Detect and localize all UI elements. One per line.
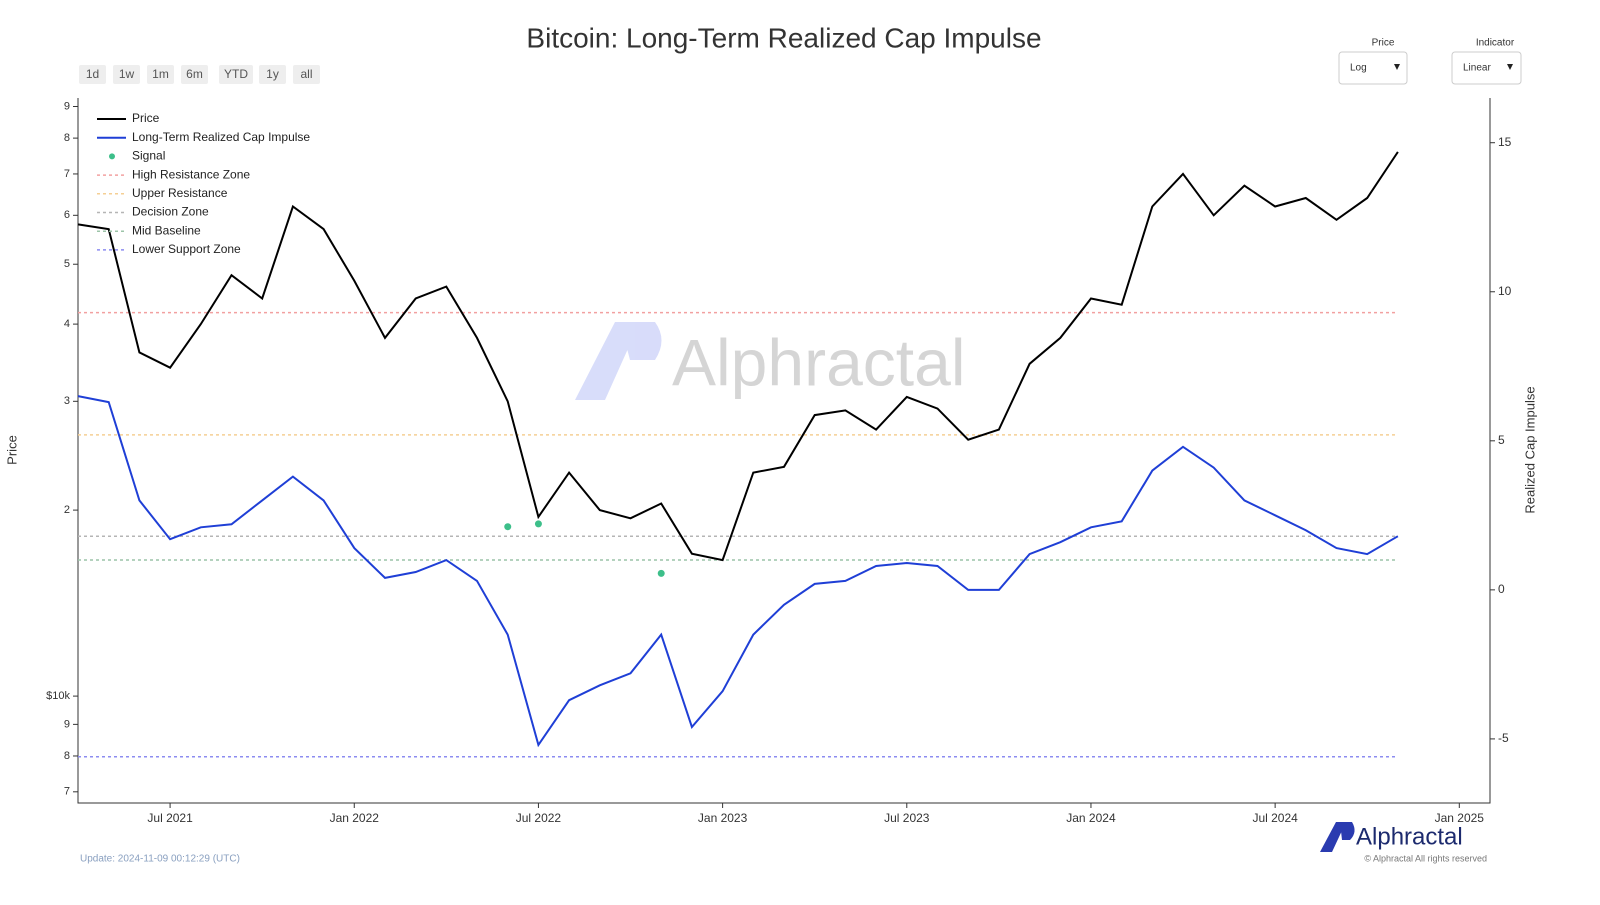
watermark: Alphractal [575,322,966,400]
y2-tick-label: 5 [1498,433,1505,447]
legend-label: Upper Resistance [132,186,228,200]
dropdown-arrow [1394,64,1400,70]
legend-label: Mid Baseline [132,223,201,237]
legend-label: Price [132,111,160,125]
x-tick-label: Jan 2025 [1435,811,1485,825]
range-button-label: 1m [152,67,169,81]
signal-point [657,569,665,577]
x-tick-label: Jul 2023 [884,811,930,825]
x-tick-label: Jul 2022 [516,811,562,825]
range-button-label: all [300,67,312,81]
watermark-text: Alphractal [672,325,966,399]
indicator-scale-label: Indicator [1476,38,1515,49]
signal-point [504,523,512,531]
range-button[interactable] [293,65,320,84]
y2-tick-label: -5 [1498,731,1509,745]
x-tick-label: Jan 2024 [1066,811,1116,825]
legend-label: Decision Zone [132,205,209,219]
x-tick-label: Jul 2021 [147,811,193,825]
dropdown-arrow [1507,64,1513,70]
y-tick-label: 8 [64,132,70,144]
y-axis-label: Price [4,435,19,465]
y-tick-label: 8 [64,750,70,762]
price-scale-select[interactable] [1338,51,1408,85]
range-button[interactable] [113,65,140,84]
range-button-label: 1w [119,67,135,81]
range-button[interactable] [259,65,286,84]
y2-tick-label: 0 [1498,582,1505,596]
chart-title: Bitcoin: Long-Term Realized Cap Impulse [526,22,1041,53]
legend-label: Lower Support Zone [132,242,241,256]
price-scale-label: Price [1372,38,1395,49]
y-tick-label: 5 [64,258,70,270]
update-time: Update: 2024-11-09 00:12:29 (UTC) [80,854,240,865]
y-tick-label: 9 [64,718,70,730]
x-tick-label: Jan 2022 [330,811,380,825]
range-button[interactable] [181,65,208,84]
y-tick-label: 4 [64,318,70,330]
legend-label: Signal [132,149,165,163]
y-tick-label: 9 [64,100,70,112]
y-tick-label: 7 [64,168,70,180]
y-tick-label: 6 [64,209,70,221]
series-line [77,395,1399,748]
range-button-label: 6m [186,67,203,81]
range-button-label: 1d [86,67,99,81]
range-button-label: 1y [266,67,279,81]
logo-mark [1320,822,1355,852]
y-tick-label: 7 [64,786,70,798]
y-tick-label: $10k [46,690,70,702]
range-button-label: YTD [224,67,248,81]
watermark-logo [575,322,662,400]
y2-tick-label: 15 [1498,135,1512,149]
range-button[interactable] [219,65,253,84]
y-tick-label: 3 [64,395,70,407]
legend-symbol [109,153,115,160]
legend-label: High Resistance Zone [132,167,250,181]
indicator-scale-select[interactable] [1451,51,1522,85]
series-line [77,151,1399,562]
range-button[interactable] [147,65,174,84]
indicator-scale-value: Linear [1463,63,1491,74]
x-tick-label: Jan 2023 [698,811,748,825]
axis-frame [77,98,1491,804]
logo-text: Alphractal [1356,823,1463,850]
range-button[interactable] [79,65,106,84]
signal-point [534,520,542,528]
y-tick-label: 2 [64,504,70,516]
x-tick-label: Jul 2024 [1252,811,1298,825]
legend-label: Long-Term Realized Cap Impulse [132,130,310,144]
price-scale-value: Log [1350,63,1367,74]
y2-axis-label: Realized Cap Impulse [1522,386,1537,513]
copyright: © Alphractal All rights reserved [1364,853,1487,863]
y2-tick-label: 10 [1498,284,1512,298]
